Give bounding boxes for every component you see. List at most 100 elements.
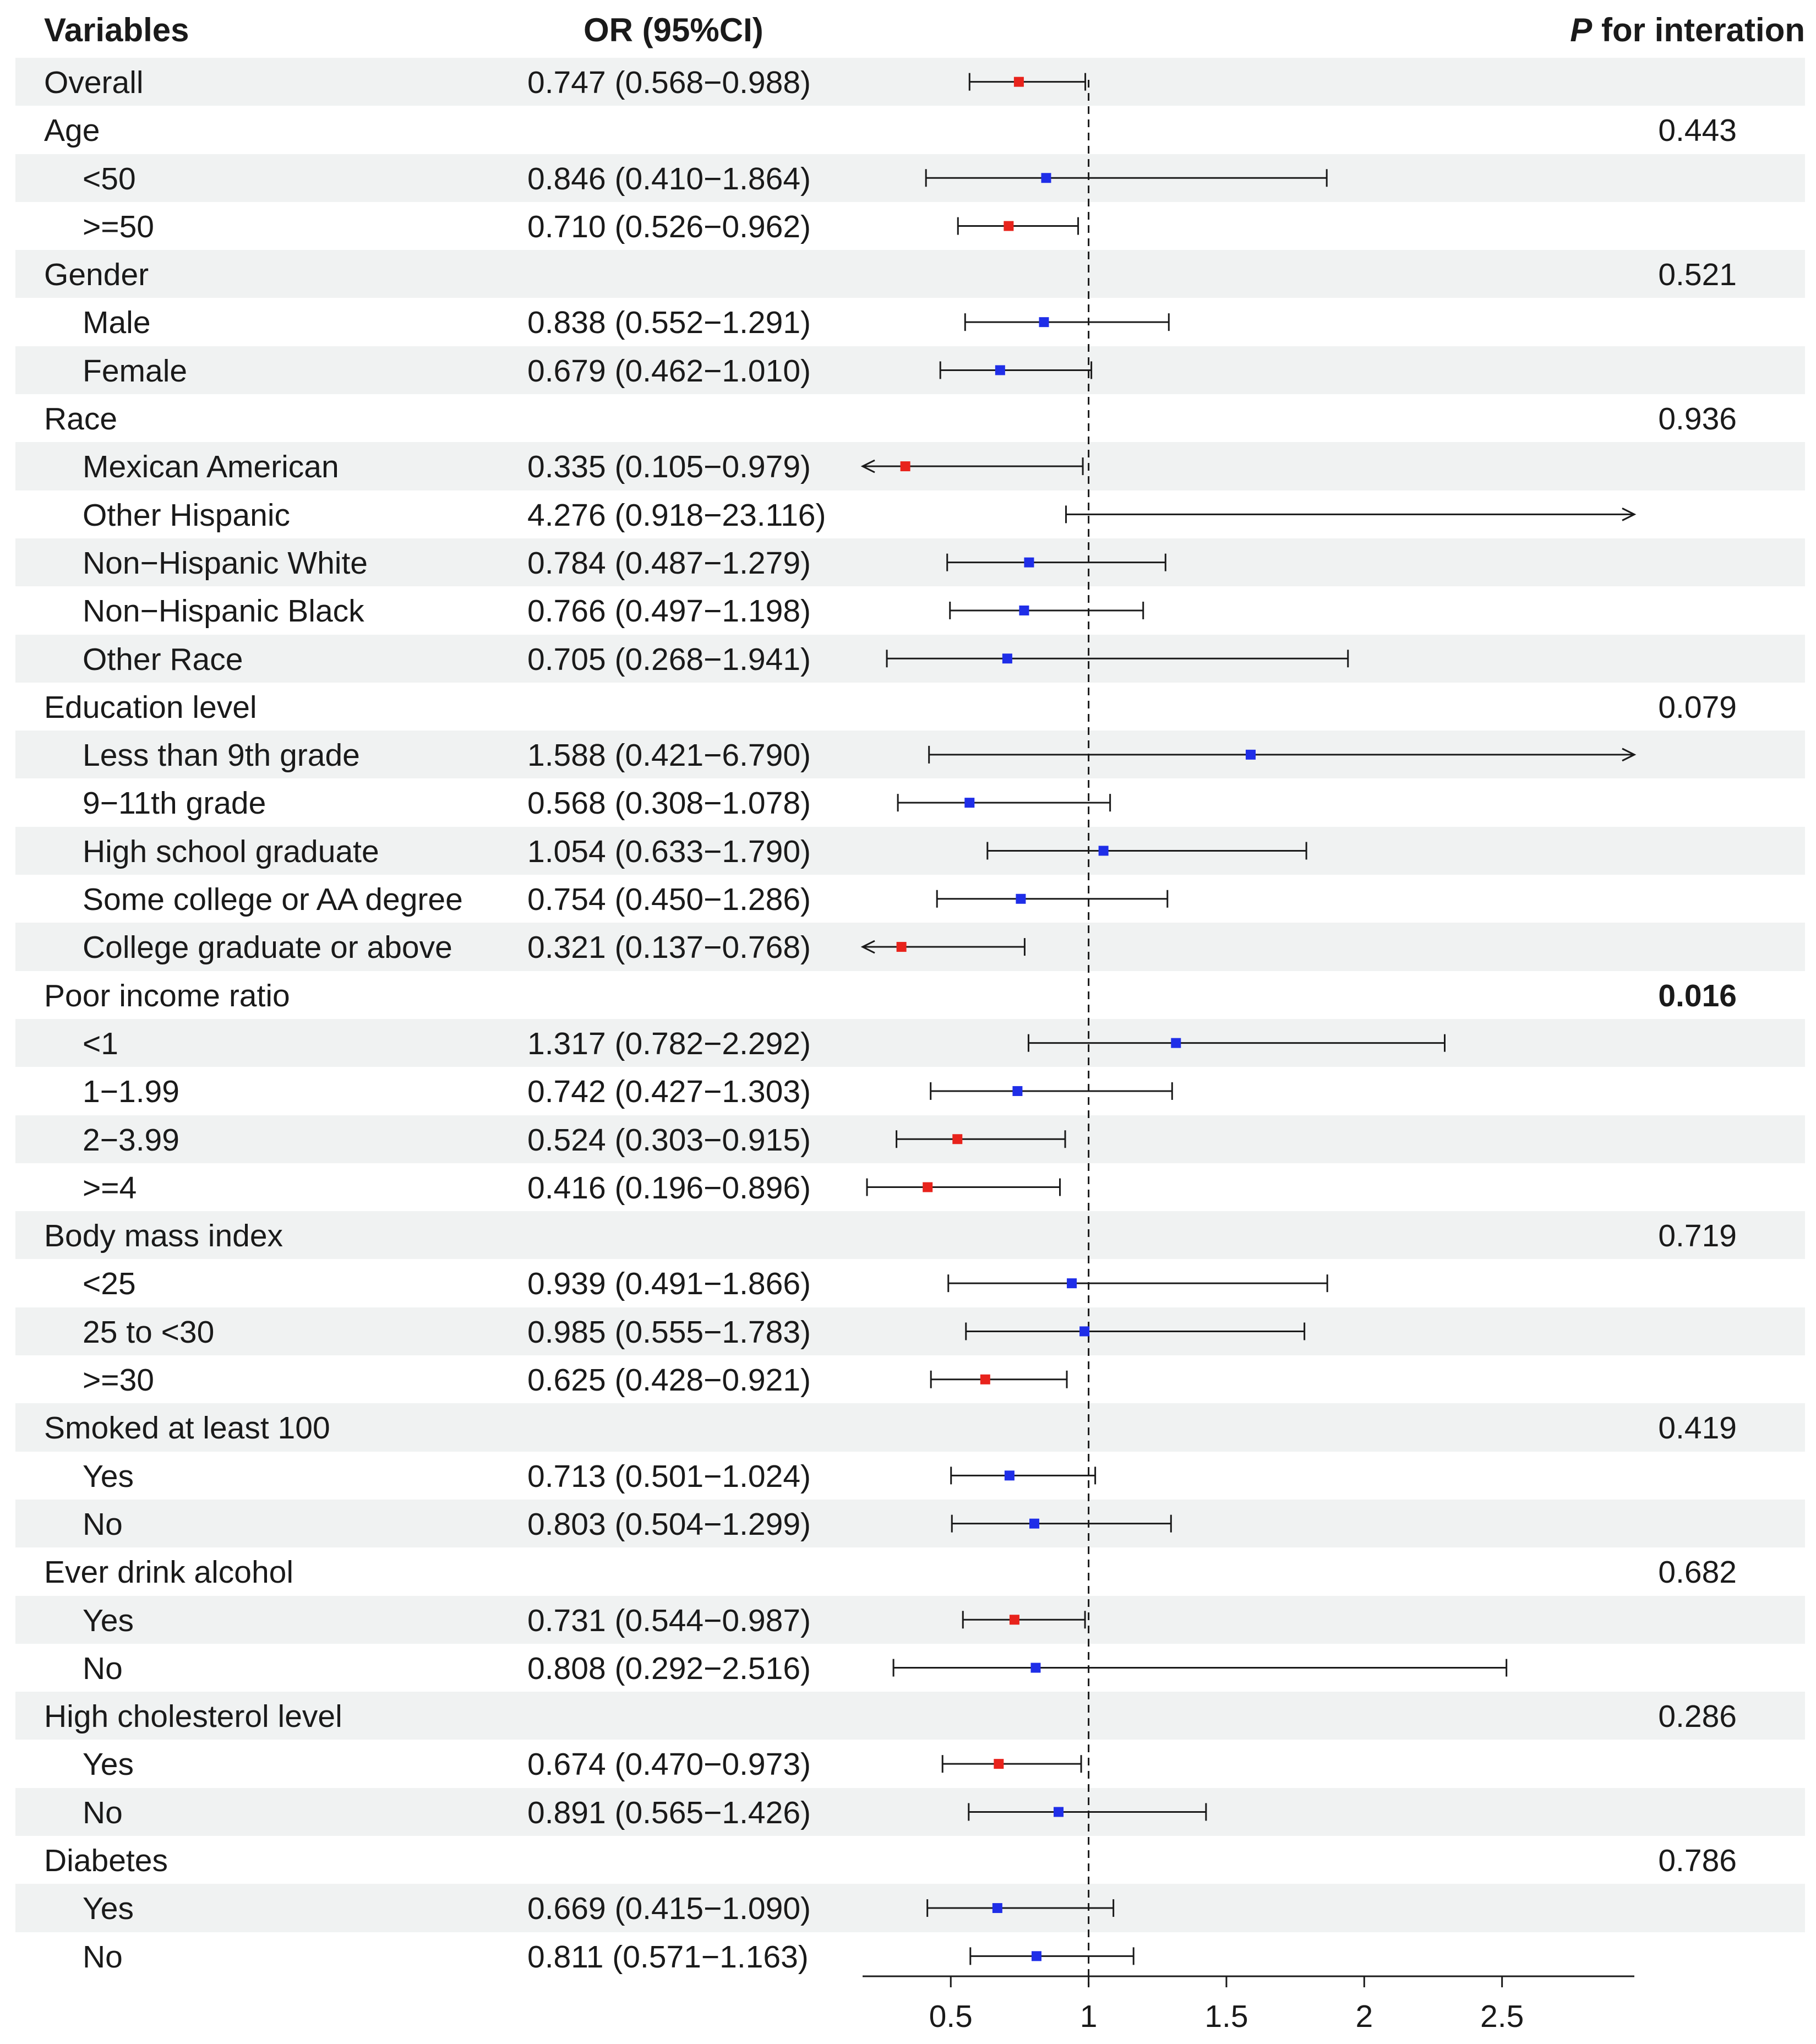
or-point xyxy=(923,1182,933,1192)
row-band xyxy=(15,1787,1805,1836)
or-ci-text: 1.317 (0.782−2.292) xyxy=(527,1026,811,1061)
or-point xyxy=(994,1759,1004,1769)
group-row: Ever drink alcohol 0.682 xyxy=(0,1547,1816,1595)
or-point xyxy=(1019,605,1029,615)
row-label: >=30 xyxy=(83,1362,154,1398)
row-label: No xyxy=(83,1506,123,1542)
header-p-letter: P xyxy=(1570,12,1593,48)
ci-arrow-right xyxy=(1622,748,1637,762)
row-label: High cholesterol level xyxy=(44,1699,342,1735)
p-interaction-value: 0.719 xyxy=(1658,1218,1737,1254)
x-tick-label: 0.5 xyxy=(929,1999,973,2034)
or-point xyxy=(980,1374,990,1385)
or-ci-text: 0.416 (0.196−0.896) xyxy=(527,1170,811,1206)
group-row: Poor income ratio 0.016 xyxy=(0,971,1816,1019)
row-band xyxy=(15,1595,1805,1644)
or-point xyxy=(1002,653,1012,664)
group-row: Education level 0.079 xyxy=(0,683,1816,731)
header-p-text: for interation xyxy=(1592,12,1805,48)
ci-arrow-right xyxy=(1622,508,1637,521)
or-ci-text: 0.679 (0.462−1.010) xyxy=(527,353,811,389)
or-point xyxy=(1024,557,1034,568)
group-row: Gender 0.521 xyxy=(0,250,1816,298)
row-label: Less than 9th grade xyxy=(83,738,360,773)
or-ci-text: 1.054 (0.633−1.790) xyxy=(527,833,811,869)
or-point xyxy=(995,365,1005,375)
x-tick-label: 2 xyxy=(1355,1999,1373,2034)
or-point xyxy=(992,1903,1002,1914)
or-point xyxy=(1067,1278,1077,1289)
ci-arrow-left xyxy=(860,459,875,473)
subgroup-row: <25 0.939 (0.491−1.866) xyxy=(0,1259,1816,1307)
or-ci-text: 0.674 (0.470−0.973) xyxy=(527,1747,811,1783)
row-label: Age xyxy=(44,113,100,149)
or-point xyxy=(1029,1518,1039,1529)
or-point xyxy=(1013,77,1024,87)
row-label: Female xyxy=(83,353,188,389)
row-band xyxy=(15,1403,1805,1452)
or-ci-text: 0.891 (0.565−1.426) xyxy=(527,1795,811,1830)
row-label: 2−3.99 xyxy=(83,1122,179,1158)
header-variables: Variables xyxy=(44,12,189,48)
subgroup-row: 25 to <30 0.985 (0.555−1.783) xyxy=(0,1307,1816,1356)
row-label: >=4 xyxy=(83,1170,137,1206)
row-label: Non−Hispanic Black xyxy=(83,593,364,629)
subgroup-row: Yes 0.713 (0.501−1.024) xyxy=(0,1452,1816,1500)
subgroup-row: Some college or AA degree 0.754 (0.450−1.… xyxy=(0,875,1816,923)
or-ci-text: 0.710 (0.526−0.962) xyxy=(527,209,811,244)
or-point xyxy=(1016,893,1026,904)
row-band xyxy=(15,58,1805,106)
or-ci-text: 0.335 (0.105−0.979) xyxy=(527,449,811,485)
subgroup-row: Non−Hispanic Black 0.766 (0.497−1.198) xyxy=(0,586,1816,634)
row-band xyxy=(15,154,1805,202)
subgroup-row: Non−Hispanic White 0.784 (0.487−1.279) xyxy=(0,538,1816,587)
p-interaction-value: 0.443 xyxy=(1658,113,1737,149)
group-row: Race 0.936 xyxy=(0,394,1816,442)
row-label: Poor income ratio xyxy=(44,978,290,1013)
row-label: Smoked at least 100 xyxy=(44,1410,330,1446)
subgroup-row: Male 0.838 (0.552−1.291) xyxy=(0,298,1816,346)
or-ci-text: 0.838 (0.552−1.291) xyxy=(527,305,811,341)
p-interaction-value: 0.521 xyxy=(1658,257,1737,293)
row-band xyxy=(15,538,1805,587)
or-point xyxy=(1039,317,1049,328)
or-ci-text: 0.939 (0.491−1.866) xyxy=(527,1266,811,1302)
row-label: Mexican American xyxy=(83,449,339,485)
or-point xyxy=(1031,1951,1041,1961)
or-ci-text: 0.669 (0.415−1.090) xyxy=(527,1891,811,1927)
or-point xyxy=(900,461,910,472)
row-label: Male xyxy=(83,305,151,341)
or-point xyxy=(1079,1326,1090,1337)
row-band xyxy=(15,1018,1805,1067)
row-label: <50 xyxy=(83,161,136,197)
row-label: No xyxy=(83,1650,123,1686)
row-label: 9−11th grade xyxy=(83,786,266,821)
row-band xyxy=(15,346,1805,395)
row-band xyxy=(15,1211,1805,1260)
or-point xyxy=(1004,221,1014,231)
or-ci-text: 0.524 (0.303−0.915) xyxy=(527,1122,811,1158)
row-label: Yes xyxy=(83,1891,134,1927)
p-interaction-value: 0.786 xyxy=(1658,1843,1737,1878)
or-point xyxy=(1098,846,1109,856)
or-ci-text: 0.742 (0.427−1.303) xyxy=(527,1074,811,1110)
group-row: High cholesterol level 0.286 xyxy=(0,1692,1816,1740)
or-ci-text: 0.784 (0.487−1.279) xyxy=(527,545,811,581)
or-ci-text: 0.705 (0.268−1.941) xyxy=(527,641,811,677)
subgroup-row: >=4 0.416 (0.196−0.896) xyxy=(0,1163,1816,1211)
row-band xyxy=(15,1692,1805,1740)
group-row: Smoked at least 100 0.419 xyxy=(0,1403,1816,1452)
row-label: College graduate or above xyxy=(83,930,452,966)
row-label: 25 to <30 xyxy=(83,1314,215,1350)
subgroup-row: Yes 0.731 (0.544−0.987) xyxy=(0,1595,1816,1644)
row-label: Yes xyxy=(83,1747,134,1783)
row-label: Other Race xyxy=(83,641,243,677)
or-ci-text: 0.803 (0.504−1.299) xyxy=(527,1506,811,1542)
row-band xyxy=(15,250,1805,298)
row-label: Other Hispanic xyxy=(83,497,290,533)
row-label: Yes xyxy=(83,1458,134,1494)
row-band xyxy=(15,826,1805,875)
or-ci-text: 1.588 (0.421−6.790) xyxy=(527,738,811,773)
subgroup-row: High school graduate 1.054 (0.633−1.790) xyxy=(0,826,1816,875)
